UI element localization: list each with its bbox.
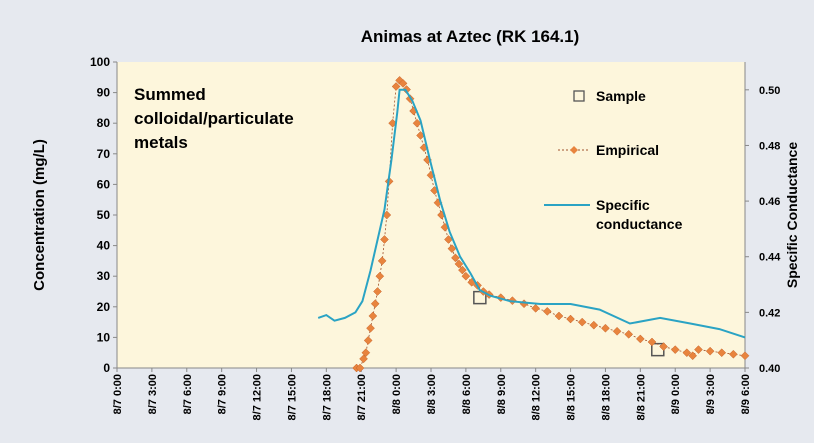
y-tick-label: 20 [97, 300, 111, 314]
plot-area [117, 62, 745, 368]
y2-tick-label: 0.40 [759, 363, 780, 375]
x-tick-label: 8/8 21:00 [635, 374, 647, 420]
empirical-marker [458, 265, 467, 275]
empirical-marker [444, 235, 453, 244]
y-tick-label: 70 [97, 147, 111, 161]
x-tick-label: 8/7 0:00 [112, 374, 124, 414]
annotation-line: Summed [134, 85, 206, 104]
empirical-marker [659, 342, 668, 351]
x-tick-label: 8/7 18:00 [321, 374, 333, 420]
empirical-marker [391, 82, 401, 91]
x-tick-label: 8/8 18:00 [600, 374, 612, 420]
annotation: Summed colloidal/particulate metals [134, 85, 294, 152]
empirical-marker [355, 363, 365, 373]
empirical-marker [380, 235, 389, 244]
empirical-marker [729, 349, 738, 359]
empirical-marker [647, 337, 657, 347]
empirical-marker [375, 271, 385, 281]
x-tick-label: 8/7 15:00 [286, 374, 298, 420]
y2-tick-label: 0.48 [759, 140, 780, 152]
y-tick-label: 80 [97, 116, 111, 130]
empirical-marker [542, 307, 552, 316]
empirical-marker [359, 354, 368, 364]
empirical-marker [370, 299, 380, 309]
y-tick-label: 10 [97, 330, 111, 344]
x-tick-label: 8/7 9:00 [217, 374, 229, 414]
empirical-marker [373, 287, 382, 296]
y-axis-label: Concentration (mg/L) [31, 139, 48, 291]
empirical-marker [377, 256, 387, 266]
annotation-line: colloidal/particulate [134, 109, 294, 128]
empirical-marker [366, 323, 375, 333]
empirical-marker [566, 314, 575, 324]
empirical-marker [694, 345, 703, 354]
empirical-marker [635, 334, 645, 344]
y-tick-label: 50 [97, 208, 111, 222]
empirical-marker [368, 311, 378, 321]
legend-label: Sample [596, 88, 646, 104]
y-tick-label: 90 [97, 86, 111, 100]
annotation-line: metals [134, 133, 188, 152]
y-tick-label: 100 [90, 55, 110, 69]
x-tick-label: 8/7 6:00 [182, 374, 194, 414]
empirical-marker [688, 351, 698, 361]
y-tick-label: 40 [97, 239, 111, 253]
legend-swatch [570, 146, 578, 154]
x-tick-label: 8/9 3:00 [705, 374, 717, 414]
empirical-marker [682, 348, 692, 358]
conductance-line [317, 88, 746, 339]
legend-swatch [573, 90, 585, 102]
x-tick-label: 8/9 6:00 [740, 374, 752, 414]
y2-axis-label: Specific Conductance [784, 142, 800, 288]
legend-label: Empirical [596, 142, 659, 158]
empirical-marker [670, 345, 680, 354]
x-tick-label: 8/8 0:00 [391, 374, 403, 414]
y2-tick-label: 0.44 [759, 252, 781, 264]
y-tick-label: 0 [103, 361, 110, 375]
x-tick-label: 8/7 12:00 [252, 374, 264, 420]
y-tick-label: 30 [97, 269, 111, 283]
legend-label: Specific conductance [596, 197, 683, 232]
x-tick-label: 8/7 3:00 [147, 374, 159, 414]
empirical-marker [461, 271, 471, 281]
empirical-marker [612, 326, 622, 336]
x-tick-label: 8/8 9:00 [496, 374, 508, 414]
empirical-marker [717, 348, 727, 358]
y-tick-label: 60 [97, 177, 111, 191]
empirical-marker [554, 311, 564, 321]
empirical-marker [412, 118, 422, 128]
empirical-marker [454, 259, 464, 269]
x-tick-label: 8/8 6:00 [461, 374, 473, 414]
x-tick-label: 8/8 12:00 [531, 374, 543, 420]
empirical-marker [589, 320, 599, 330]
empirical-marker [451, 253, 460, 263]
y2-tick-label: 0.46 [759, 196, 780, 208]
y2-tick-label: 0.50 [759, 85, 780, 97]
empirical-marker [601, 323, 610, 333]
y2-tick-label: 0.42 [759, 307, 780, 319]
x-tick-label: 8/9 0:00 [670, 374, 682, 414]
empirical-marker [398, 79, 408, 88]
x-tick-label: 8/8 3:00 [426, 374, 438, 414]
empirical-marker [624, 329, 634, 339]
empirical-marker [361, 348, 371, 358]
empirical-marker [705, 346, 715, 356]
empirical-marker [531, 303, 541, 313]
empirical-marker [447, 244, 457, 254]
chart-title: Animas at Aztec (RK 164.1) [361, 27, 580, 46]
x-tick-label: 8/7 21:00 [356, 374, 368, 420]
empirical-marker [363, 336, 373, 345]
x-tick-label: 8/8 15:00 [566, 374, 578, 420]
empirical-marker [740, 351, 750, 361]
empirical-marker [577, 317, 587, 327]
